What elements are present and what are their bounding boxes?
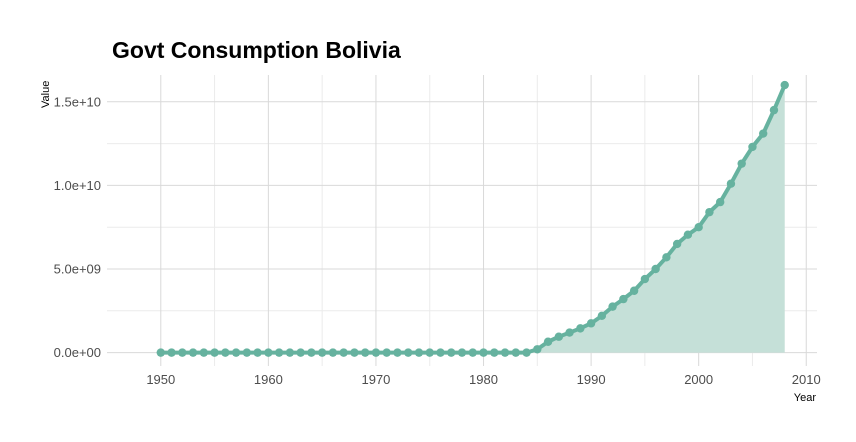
data-point xyxy=(629,286,639,295)
data-point xyxy=(651,264,660,274)
x-tick-labels: 1950 1960 1970 1980 1990 2000 2010 xyxy=(146,372,820,387)
series-area xyxy=(160,85,785,353)
data-point xyxy=(554,332,564,341)
data-point xyxy=(242,348,252,357)
data-point xyxy=(694,222,703,232)
data-point xyxy=(715,197,725,207)
y-tick-label: 0.0e+00 xyxy=(54,345,101,360)
data-point xyxy=(436,348,445,357)
data-point xyxy=(468,348,477,357)
data-point xyxy=(447,348,456,357)
chart-title: Govt Consumption Bolivia xyxy=(112,37,401,63)
data-point xyxy=(371,348,381,357)
y-tick-label: 5.0e+09 xyxy=(54,262,101,277)
x-tick-label: 1970 xyxy=(361,372,390,387)
x-tick-label: 1990 xyxy=(577,372,606,387)
data-point xyxy=(285,348,295,357)
data-point xyxy=(737,159,746,168)
data-point xyxy=(382,348,391,357)
data-point xyxy=(167,348,176,357)
data-point xyxy=(511,348,520,357)
data-point xyxy=(619,294,628,304)
data-point xyxy=(350,348,359,357)
y-tick-label: 1.5e+10 xyxy=(54,94,101,109)
data-point xyxy=(178,348,187,357)
data-point xyxy=(328,348,338,357)
data-point xyxy=(199,348,209,357)
data-point xyxy=(231,348,241,357)
data-point xyxy=(156,348,165,357)
data-point xyxy=(780,80,789,90)
data-point xyxy=(479,348,488,357)
data-point xyxy=(726,179,736,188)
area-layer xyxy=(160,85,785,353)
point-layer xyxy=(156,80,789,357)
data-point xyxy=(393,348,402,357)
x-tick-label: 2010 xyxy=(792,372,821,387)
data-point xyxy=(339,348,348,357)
x-tick-label: 2000 xyxy=(684,372,713,387)
data-point xyxy=(360,348,370,357)
data-point xyxy=(317,348,327,357)
data-point xyxy=(188,348,198,357)
x-tick-label: 1950 xyxy=(146,372,175,387)
data-point xyxy=(565,328,574,337)
data-point xyxy=(533,345,542,354)
data-point xyxy=(404,348,413,357)
data-point xyxy=(597,311,607,321)
data-point xyxy=(221,348,230,357)
data-point xyxy=(253,348,262,357)
data-point xyxy=(640,274,650,284)
data-point xyxy=(748,142,757,152)
data-point xyxy=(264,348,273,357)
data-point xyxy=(490,348,499,357)
data-point xyxy=(210,348,219,357)
data-point xyxy=(576,324,585,333)
data-point xyxy=(307,348,316,357)
data-point xyxy=(705,207,714,217)
data-point xyxy=(759,129,768,138)
data-point xyxy=(769,105,779,115)
data-point xyxy=(522,348,531,357)
x-tick-label: 1960 xyxy=(254,372,283,387)
x-tick-label: 1980 xyxy=(469,372,498,387)
data-point xyxy=(425,348,434,357)
data-point xyxy=(500,348,510,357)
data-point xyxy=(608,302,617,311)
data-point xyxy=(672,239,682,249)
data-point xyxy=(296,348,305,357)
y-tick-label: 1.0e+10 xyxy=(54,178,101,193)
y-axis-title: Value xyxy=(40,81,52,108)
data-point xyxy=(662,253,671,262)
data-point xyxy=(683,230,693,239)
data-point xyxy=(414,348,424,357)
x-axis-title: Year xyxy=(794,392,817,404)
data-point xyxy=(274,348,284,357)
data-point xyxy=(543,337,553,346)
y-tick-labels: 0.0e+00 5.0e+09 1.0e+10 1.5e+10 xyxy=(54,94,101,360)
data-point xyxy=(457,348,467,357)
data-point xyxy=(586,319,596,328)
